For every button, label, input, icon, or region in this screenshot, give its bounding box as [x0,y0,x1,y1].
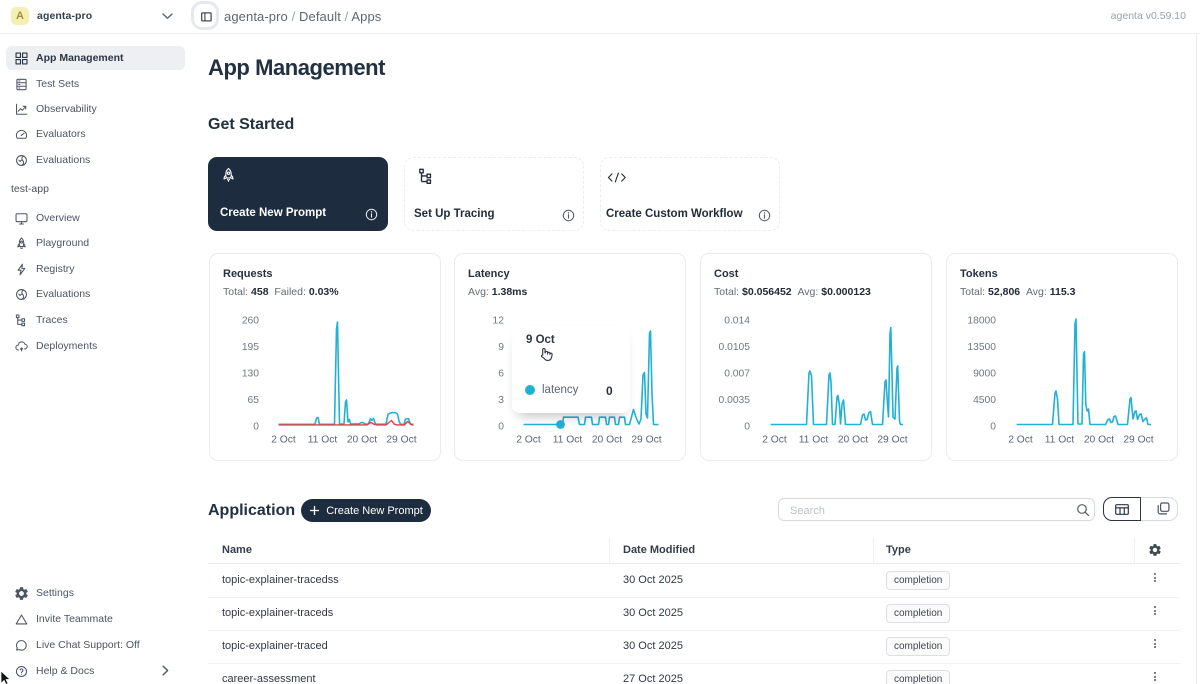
svg-text:12: 12 [493,316,505,327]
svg-text:9000: 9000 [973,369,996,380]
svg-text:20 Oct: 20 Oct [347,435,377,446]
svg-text:6: 6 [498,369,504,380]
svg-text:11 Oct: 11 Oct [1045,435,1075,446]
svg-text:2 Oct: 2 Oct [516,435,541,446]
svg-text:20 Oct: 20 Oct [1084,435,1114,446]
svg-text:11 Oct: 11 Oct [553,435,583,446]
svg-text:65: 65 [248,395,260,406]
svg-text:2 Oct: 2 Oct [271,435,296,446]
svg-text:29 Oct: 29 Oct [877,435,907,446]
svg-text:29 Oct: 29 Oct [1123,435,1153,446]
svg-text:20 Oct: 20 Oct [838,435,868,446]
svg-text:29 Oct: 29 Oct [386,435,416,446]
svg-text:3: 3 [498,395,504,406]
svg-text:11 Oct: 11 Oct [799,435,829,446]
svg-text:4500: 4500 [973,395,996,406]
svg-text:195: 195 [242,342,259,353]
svg-text:0.014: 0.014 [724,316,750,327]
svg-text:0.007: 0.007 [724,369,750,380]
svg-text:0.0105: 0.0105 [719,342,751,353]
svg-text:9: 9 [498,342,504,353]
svg-text:0: 0 [990,422,996,433]
svg-text:2 Oct: 2 Oct [762,435,787,446]
svg-text:18000: 18000 [967,316,996,327]
svg-text:130: 130 [242,369,259,380]
svg-text:0: 0 [744,422,750,433]
svg-text:260: 260 [242,316,259,327]
svg-text:0.0035: 0.0035 [719,395,751,406]
svg-text:20 Oct: 20 Oct [592,435,622,446]
svg-text:0: 0 [253,422,259,433]
svg-text:13500: 13500 [967,342,996,353]
svg-text:2 Oct: 2 Oct [1008,435,1033,446]
svg-text:0: 0 [498,422,504,433]
svg-text:29 Oct: 29 Oct [631,435,661,446]
svg-text:11 Oct: 11 Oct [308,435,338,446]
